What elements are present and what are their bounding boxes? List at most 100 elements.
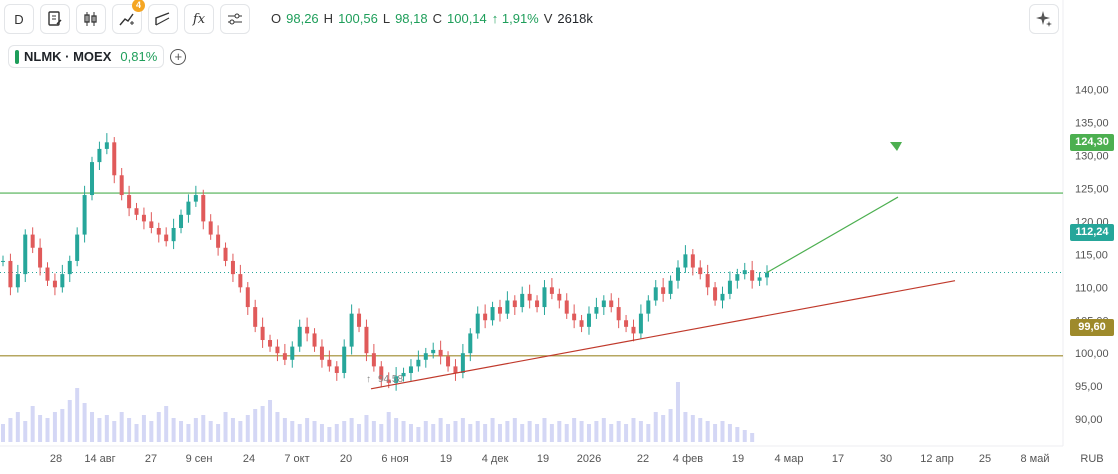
candle-body bbox=[171, 227, 176, 242]
candle-body bbox=[230, 260, 235, 275]
volume-bar bbox=[727, 424, 732, 442]
candle-body bbox=[30, 234, 35, 248]
add-symbol-button[interactable]: + bbox=[170, 48, 187, 65]
candle-body bbox=[512, 300, 517, 308]
volume-bar bbox=[549, 424, 554, 442]
volume-bar bbox=[230, 418, 235, 442]
volume-bar bbox=[282, 418, 287, 442]
candle-body bbox=[408, 366, 413, 373]
interval-button[interactable]: D bbox=[4, 4, 34, 34]
x-tick-label: 4 дек bbox=[482, 453, 509, 465]
candle-body bbox=[371, 353, 376, 367]
candle-body bbox=[238, 274, 243, 288]
settings-sliders-button[interactable] bbox=[220, 4, 250, 34]
volume-bar bbox=[408, 424, 413, 442]
ohlc-readout: O 98,26 H 100,56 L 98,18 C 100,14 ↑ 1,91… bbox=[271, 11, 593, 26]
volume-bar bbox=[453, 421, 458, 442]
volume-bar bbox=[512, 418, 517, 442]
candle-body bbox=[468, 333, 473, 354]
symbol-legend: NLMK · MOEX 0,81% + bbox=[8, 45, 187, 68]
candle-body bbox=[127, 195, 132, 209]
candle-body bbox=[549, 287, 554, 294]
volume-bar bbox=[416, 427, 421, 442]
volume-bar bbox=[1, 424, 5, 442]
formula-button[interactable]: fx bbox=[184, 4, 214, 34]
volume-bar bbox=[572, 418, 577, 442]
chart-type-button[interactable] bbox=[76, 4, 106, 34]
candle-body bbox=[705, 274, 710, 288]
volume-bar bbox=[141, 415, 146, 442]
candle-body bbox=[431, 349, 436, 354]
x-tick-label: 30 bbox=[880, 453, 892, 465]
candle-body bbox=[750, 270, 755, 281]
candle-body bbox=[483, 313, 488, 321]
y-tick-label: 140,00 bbox=[1075, 85, 1109, 97]
symbol-change: 0,81% bbox=[120, 49, 158, 64]
trendline-tool-icon bbox=[155, 12, 170, 26]
volume-bar bbox=[223, 412, 228, 442]
candle-body bbox=[765, 272, 769, 278]
symbol-chip[interactable]: NLMK · MOEX 0,81% bbox=[8, 45, 165, 68]
x-tick-label: 4 фев bbox=[673, 453, 703, 465]
volume-bar bbox=[371, 421, 376, 442]
candle-body bbox=[90, 162, 95, 196]
candle-body bbox=[542, 287, 547, 308]
candle-body bbox=[616, 307, 621, 321]
volume-bar bbox=[750, 433, 755, 442]
candle-body bbox=[342, 346, 347, 373]
x-tick-label: 19 bbox=[732, 453, 744, 465]
volume-bar bbox=[164, 406, 169, 442]
candle-body bbox=[646, 300, 651, 314]
candle-body bbox=[38, 247, 43, 268]
candle-body bbox=[572, 313, 577, 321]
candle-body bbox=[60, 274, 65, 288]
indicators-button[interactable]: 4 bbox=[112, 0, 145, 34]
candle-body bbox=[638, 313, 643, 334]
x-tick-label: 25 bbox=[979, 453, 991, 465]
candle-body bbox=[386, 379, 391, 383]
candle-body bbox=[364, 326, 369, 354]
volume-bar bbox=[564, 424, 569, 442]
candle-body bbox=[245, 287, 250, 308]
drawing-tools-button[interactable] bbox=[148, 4, 178, 34]
candle-body bbox=[520, 293, 525, 308]
volume-bar bbox=[23, 421, 28, 442]
volume-bar bbox=[156, 412, 161, 442]
volume-bar bbox=[475, 421, 480, 442]
candle-body bbox=[690, 254, 695, 268]
volume-bar bbox=[713, 424, 718, 442]
volume-bar bbox=[446, 424, 451, 442]
candle-body bbox=[349, 313, 354, 347]
volume-bar bbox=[119, 412, 124, 442]
candle-body bbox=[45, 267, 50, 281]
candle-body bbox=[1, 260, 5, 262]
candle-body bbox=[186, 201, 191, 215]
volume-bar bbox=[638, 421, 643, 442]
volume-bar bbox=[149, 421, 154, 442]
volume-bar bbox=[216, 424, 221, 442]
candle-body bbox=[253, 307, 258, 327]
candle-body bbox=[305, 326, 310, 334]
candle-body bbox=[675, 267, 680, 281]
candle-body bbox=[742, 270, 747, 275]
candle-body bbox=[319, 346, 324, 360]
volume-bar bbox=[67, 400, 72, 442]
volume-bar bbox=[683, 412, 688, 442]
candle-body bbox=[275, 346, 280, 354]
high-key: H bbox=[323, 11, 334, 26]
chart-settings-button[interactable] bbox=[40, 4, 70, 34]
candle-body bbox=[475, 313, 480, 334]
volume-bar bbox=[394, 418, 399, 442]
x-tick-label: 27 bbox=[145, 453, 157, 465]
ai-assistant-button[interactable] bbox=[1029, 4, 1059, 34]
candle-body bbox=[601, 300, 606, 308]
candle-body bbox=[609, 300, 614, 308]
open-value: 98,26 bbox=[286, 11, 319, 26]
close-value: 100,14 bbox=[447, 11, 487, 26]
volume-bar bbox=[238, 421, 243, 442]
volume-bar bbox=[15, 412, 20, 442]
volume-bar bbox=[675, 382, 680, 442]
x-tick-label: 20 bbox=[340, 453, 352, 465]
x-tick-label: 19 bbox=[537, 453, 549, 465]
